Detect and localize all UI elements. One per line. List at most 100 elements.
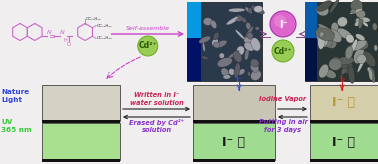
Ellipse shape [355,18,360,23]
Text: I⁻: I⁻ [279,20,287,30]
Bar [187,2,200,38]
Ellipse shape [235,18,246,21]
Ellipse shape [199,36,211,43]
Bar [187,38,200,81]
Ellipse shape [248,8,252,12]
Ellipse shape [229,69,235,75]
Text: Erased by Cd²⁺
solution: Erased by Cd²⁺ solution [129,119,184,133]
Ellipse shape [358,19,363,29]
Circle shape [270,11,296,37]
Ellipse shape [351,39,357,52]
Text: Cd²⁺: Cd²⁺ [139,41,157,51]
Ellipse shape [319,64,328,78]
Ellipse shape [325,35,332,48]
Ellipse shape [322,40,332,47]
Ellipse shape [211,20,217,29]
Text: I⁻ 碘: I⁻ 碘 [223,135,245,148]
Ellipse shape [328,29,342,42]
Ellipse shape [245,7,252,13]
Ellipse shape [228,51,239,59]
Bar [42,123,120,160]
Ellipse shape [357,54,366,64]
Ellipse shape [358,41,369,50]
Ellipse shape [369,69,373,80]
Ellipse shape [316,5,329,16]
Ellipse shape [212,38,218,46]
Bar [193,159,275,162]
Ellipse shape [245,26,254,37]
Ellipse shape [237,46,245,55]
Ellipse shape [341,66,347,75]
Text: N: N [60,31,65,35]
Ellipse shape [235,30,245,40]
Ellipse shape [217,58,232,67]
Circle shape [274,15,286,27]
Ellipse shape [219,53,225,58]
Ellipse shape [363,21,368,27]
Ellipse shape [255,27,259,30]
Ellipse shape [326,37,337,48]
Ellipse shape [349,40,367,51]
Ellipse shape [213,32,219,40]
Ellipse shape [356,10,366,18]
Text: UV
365 nm: UV 365 nm [1,119,32,133]
Text: Putting in air
for 3 days: Putting in air for 3 days [259,119,307,133]
Ellipse shape [346,34,354,43]
Ellipse shape [350,8,363,14]
Bar [193,123,275,160]
Ellipse shape [331,22,339,33]
Ellipse shape [247,71,251,76]
Ellipse shape [329,58,342,70]
Bar [42,120,120,123]
Ellipse shape [251,38,260,51]
Bar [305,38,317,81]
Ellipse shape [344,62,353,73]
Ellipse shape [254,6,263,12]
Ellipse shape [317,0,332,12]
Bar [305,2,317,38]
Bar [42,159,120,162]
Ellipse shape [370,68,375,83]
Ellipse shape [234,63,240,78]
Ellipse shape [251,70,261,81]
Circle shape [272,40,294,62]
Ellipse shape [221,68,229,77]
Ellipse shape [324,69,336,78]
Ellipse shape [244,42,254,51]
Ellipse shape [316,28,335,41]
Ellipse shape [246,22,251,30]
Ellipse shape [367,67,375,75]
Text: I⁻ 碘: I⁻ 碘 [333,96,355,110]
Ellipse shape [318,24,335,35]
Ellipse shape [374,45,378,51]
Text: Written in I⁻
water solution: Written in I⁻ water solution [130,92,184,106]
Ellipse shape [228,8,245,12]
Ellipse shape [350,9,356,13]
Text: Cd²⁺: Cd²⁺ [274,47,292,55]
Ellipse shape [337,28,353,40]
Ellipse shape [215,40,227,48]
Text: I₂: I₂ [339,75,345,84]
Ellipse shape [237,15,247,23]
Ellipse shape [365,40,368,48]
Text: Iodine Vapor: Iodine Vapor [259,96,307,102]
Ellipse shape [318,32,325,49]
Bar [310,159,378,162]
Ellipse shape [332,57,348,69]
Bar [305,2,378,81]
Ellipse shape [330,0,339,13]
Ellipse shape [244,36,253,44]
Ellipse shape [223,75,231,79]
Ellipse shape [350,0,363,12]
Ellipse shape [355,19,364,26]
Text: I⁻: I⁻ [235,75,242,84]
Bar [187,2,262,81]
Text: Self-assemble: Self-assemble [126,26,170,31]
Ellipse shape [250,59,259,67]
Ellipse shape [345,46,353,59]
Text: Nature
Light: Nature Light [1,89,29,103]
Circle shape [138,36,158,56]
Ellipse shape [357,56,366,72]
Ellipse shape [245,49,249,60]
Ellipse shape [363,51,376,67]
